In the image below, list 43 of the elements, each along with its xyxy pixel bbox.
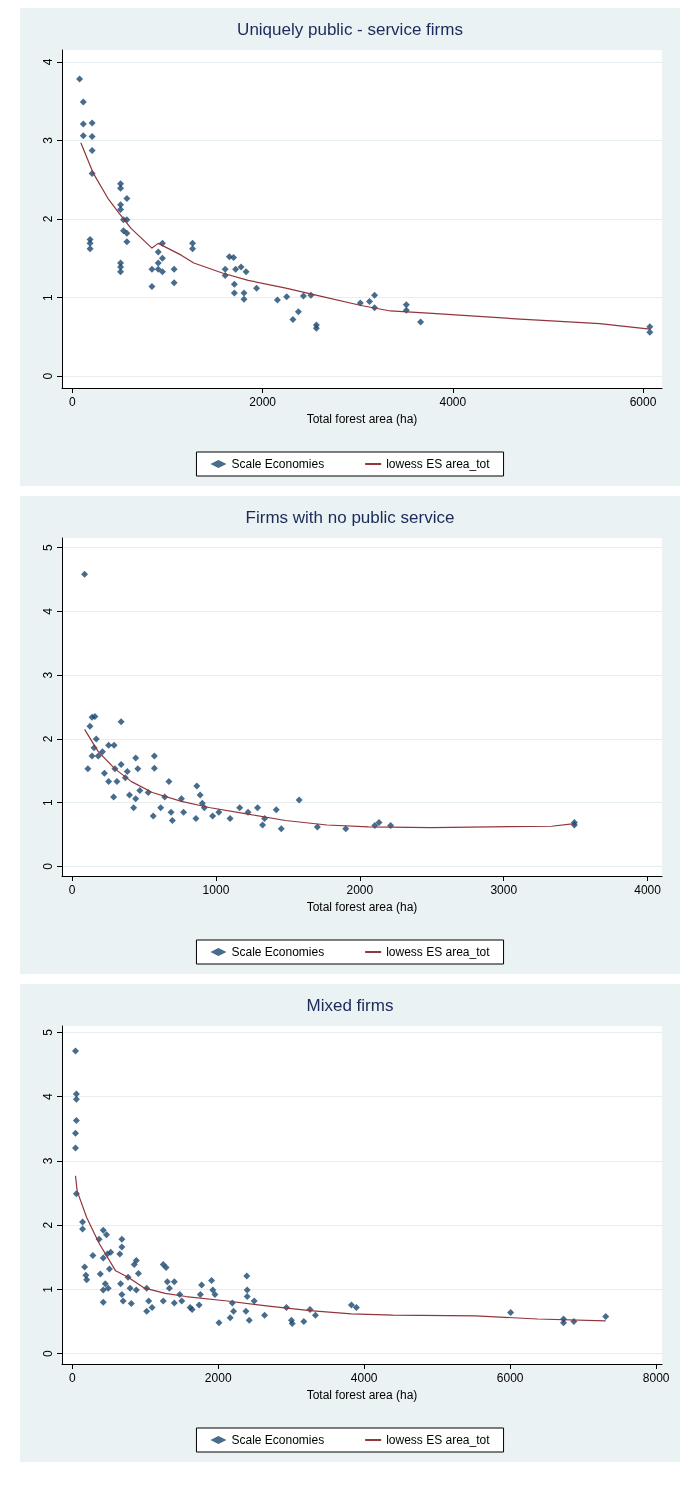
legend-label: lowess ES area_tot (386, 1433, 491, 1447)
x-tick-label: 4000 (634, 883, 662, 897)
y-tick-label: 5 (41, 543, 55, 551)
y-tick-label: 5 (41, 1028, 55, 1036)
y-tick-label: 0 (41, 372, 55, 380)
x-tick-label: 8000 (642, 1371, 670, 1385)
x-tick-label: 6000 (496, 1371, 524, 1385)
x-axis-title: Total forest area (ha) (306, 899, 418, 914)
x-axis-title: Total forest area (ha) (306, 411, 418, 426)
chart-title: Firms with no public service (245, 508, 455, 527)
legend-label: Scale Economies (231, 457, 325, 471)
legend-label: Scale Economies (231, 945, 325, 959)
legend-label: lowess ES area_tot (386, 945, 491, 959)
y-tick-label: 2 (41, 215, 55, 223)
y-tick-label: 1 (41, 799, 55, 806)
x-tick-label: 4000 (350, 1371, 378, 1385)
y-tick-label: 4 (41, 607, 55, 615)
y-tick-label: 0 (41, 1350, 55, 1358)
y-tick-label: 4 (41, 1093, 55, 1101)
x-tick-label: 4000 (439, 395, 467, 409)
y-tick-label: 1 (41, 1285, 55, 1293)
legend-label: Scale Economies (231, 1433, 325, 1447)
y-tick-label: 0 (41, 862, 55, 870)
y-tick-label: 1 (41, 293, 55, 301)
x-tick-label: 2000 (204, 1371, 232, 1385)
y-tick-label: 3 (41, 136, 55, 144)
x-axis-title: Total forest area (ha) (306, 1387, 418, 1402)
x-tick-label: 0 (69, 395, 77, 409)
x-tick-label: 6000 (629, 395, 657, 409)
y-tick-label: 3 (41, 671, 55, 679)
x-tick-label: 2000 (249, 395, 277, 409)
x-tick-label: 3000 (490, 883, 518, 897)
legend-label: lowess ES area_tot (386, 457, 491, 471)
y-tick-label: 2 (41, 735, 55, 743)
y-tick-label: 4 (41, 58, 55, 66)
y-tick-label: 2 (41, 1221, 55, 1229)
x-tick-label: 0 (68, 1371, 76, 1385)
x-tick-label: 1000 (202, 883, 230, 897)
chart-title: Uniquely public - service firms (237, 20, 463, 39)
y-tick-label: 3 (41, 1157, 55, 1165)
x-tick-label: 2000 (346, 883, 374, 897)
x-tick-label: 0 (68, 883, 76, 897)
chart-title: Mixed firms (306, 996, 394, 1015)
